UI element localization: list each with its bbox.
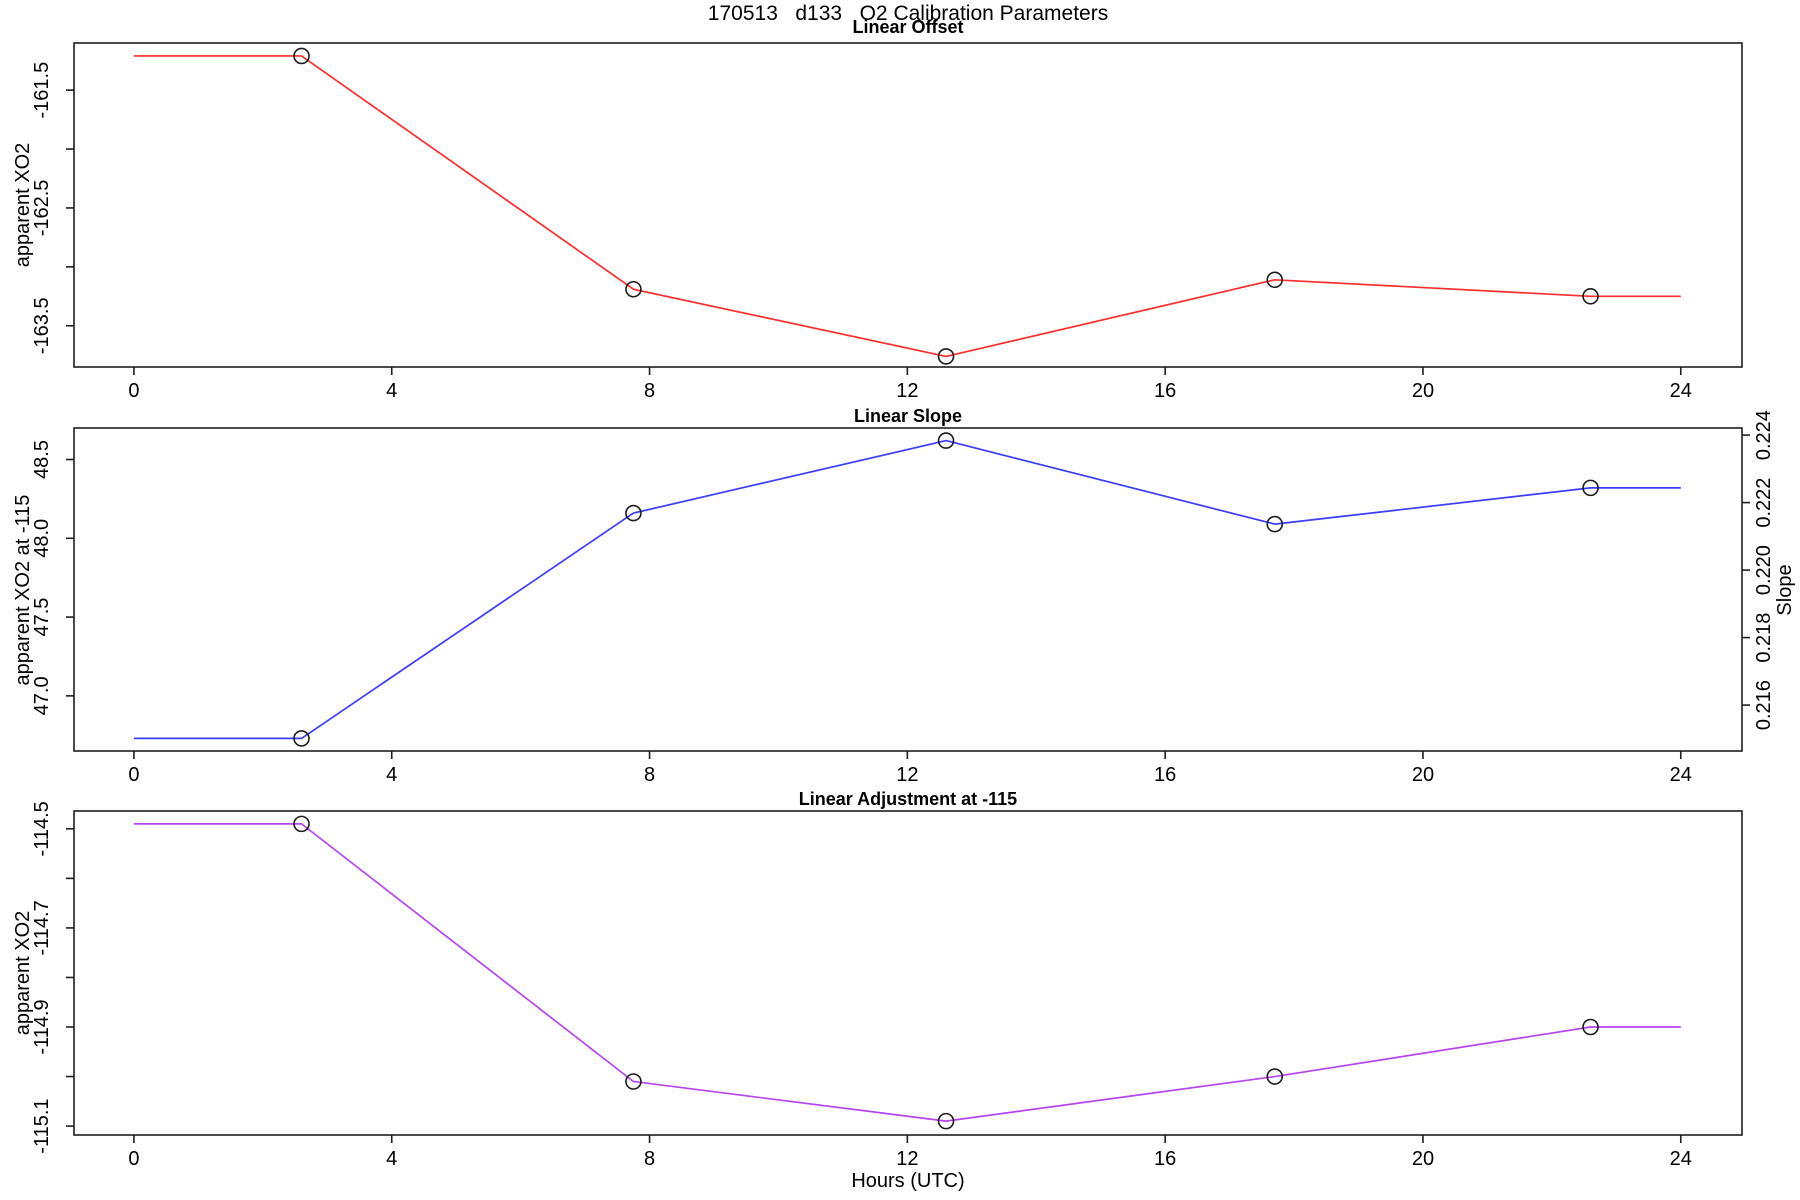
y-tick-label: -114.9 [31, 999, 53, 1054]
x-tick-label: 0 [128, 1148, 139, 1170]
data-point-marker-linear-adjustment-at--115 [937, 1112, 955, 1130]
x-tick-label: 20 [1412, 380, 1434, 402]
y-tick-label: -114.5 [31, 801, 53, 856]
x-tick-label: 8 [644, 380, 655, 402]
x-tick-label: 24 [1670, 1148, 1692, 1170]
series-line-linear-slope [133, 439, 1681, 740]
y-tick-label: 48.0 [31, 519, 53, 558]
y-tick-label: -161.5 [31, 62, 53, 119]
y-tick-label: 47.0 [31, 676, 53, 715]
x-tick-label: 8 [644, 764, 655, 786]
y-axis-label-panel2: apparent XO2 at -115 [12, 494, 34, 686]
x-tick-label: 16 [1154, 380, 1176, 402]
y-tick-label: -163.5 [31, 297, 53, 354]
plot-box-panel3 [73, 810, 1743, 1136]
x-tick-label: 16 [1154, 764, 1176, 786]
x-tick-label: 0 [128, 380, 139, 402]
y-tick-label: -114.7 [31, 900, 53, 955]
data-point-marker-linear-offset [625, 280, 642, 298]
data-point-marker-linear-slope [937, 432, 955, 449]
x-tick-label: 12 [896, 380, 918, 402]
data-point-marker-linear-adjustment-at--115 [293, 815, 310, 833]
data-point-marker-linear-slope [1582, 479, 1599, 497]
y-axis-label-panel1: apparent XO2 [12, 142, 34, 268]
page-title: 170513 d133 O2 Calibration Parameters [707, 2, 1109, 25]
data-point-marker-linear-offset [937, 348, 955, 365]
x-tick-label: 16 [1154, 1148, 1176, 1170]
plot-box-panel2 [73, 427, 1743, 752]
series-line-linear-offset [133, 55, 1681, 358]
x-tick-label: 0 [128, 764, 139, 786]
y2-tick-label: 0.222 [1753, 478, 1775, 528]
plot-box-panel1 [73, 42, 1743, 368]
y-tick-label: 47.5 [31, 598, 53, 637]
data-point-marker-linear-slope [625, 504, 642, 522]
panel-title-linear-offset: Linear Offset [852, 17, 964, 37]
x-tick-label: 24 [1670, 380, 1692, 402]
y-axis-label-panel3: apparent XO2 [12, 910, 34, 1036]
x-axis-label: Hours (UTC) [851, 1170, 965, 1192]
data-point-marker-linear-slope [1266, 515, 1284, 533]
data-point-marker-linear-adjustment-at--115 [1582, 1018, 1599, 1036]
y2-tick-label: 0.220 [1753, 545, 1775, 595]
x-tick-label: 12 [896, 764, 918, 786]
panel-title-linear-slope: Linear Slope [853, 406, 963, 426]
panel-title-linear-adjustment: Linear Adjustment at -115 [798, 789, 1018, 809]
data-point-marker-linear-adjustment-at--115 [1266, 1068, 1284, 1085]
x-tick-label: 4 [386, 764, 397, 786]
y-tick-label: -115.1 [31, 1098, 53, 1153]
data-point-marker-linear-offset [1582, 288, 1599, 305]
data-point-marker-linear-offset [1266, 271, 1284, 289]
x-tick-label: 20 [1412, 1148, 1434, 1170]
y2-tick-label: 0.218 [1753, 613, 1775, 663]
y2-tick-label: 0.224 [1753, 410, 1775, 460]
data-point-marker-linear-offset [293, 47, 310, 65]
y2-tick-label: 0.216 [1753, 680, 1775, 730]
x-tick-label: 8 [644, 1148, 655, 1170]
y-tick-label: 48.5 [31, 440, 53, 479]
data-point-marker-linear-adjustment-at--115 [625, 1073, 642, 1090]
series-line-linear-adjustment-at--115 [133, 823, 1681, 1122]
data-point-marker-linear-slope [293, 730, 310, 747]
x-tick-label: 20 [1412, 764, 1434, 786]
x-tick-label: 24 [1670, 764, 1692, 786]
x-tick-label: 4 [386, 380, 397, 402]
y2-axis-label-slope: Slope [1774, 564, 1796, 616]
y-tick-label: -162.5 [31, 180, 53, 237]
x-tick-label: 12 [896, 1148, 918, 1170]
x-tick-label: 4 [386, 1148, 397, 1170]
